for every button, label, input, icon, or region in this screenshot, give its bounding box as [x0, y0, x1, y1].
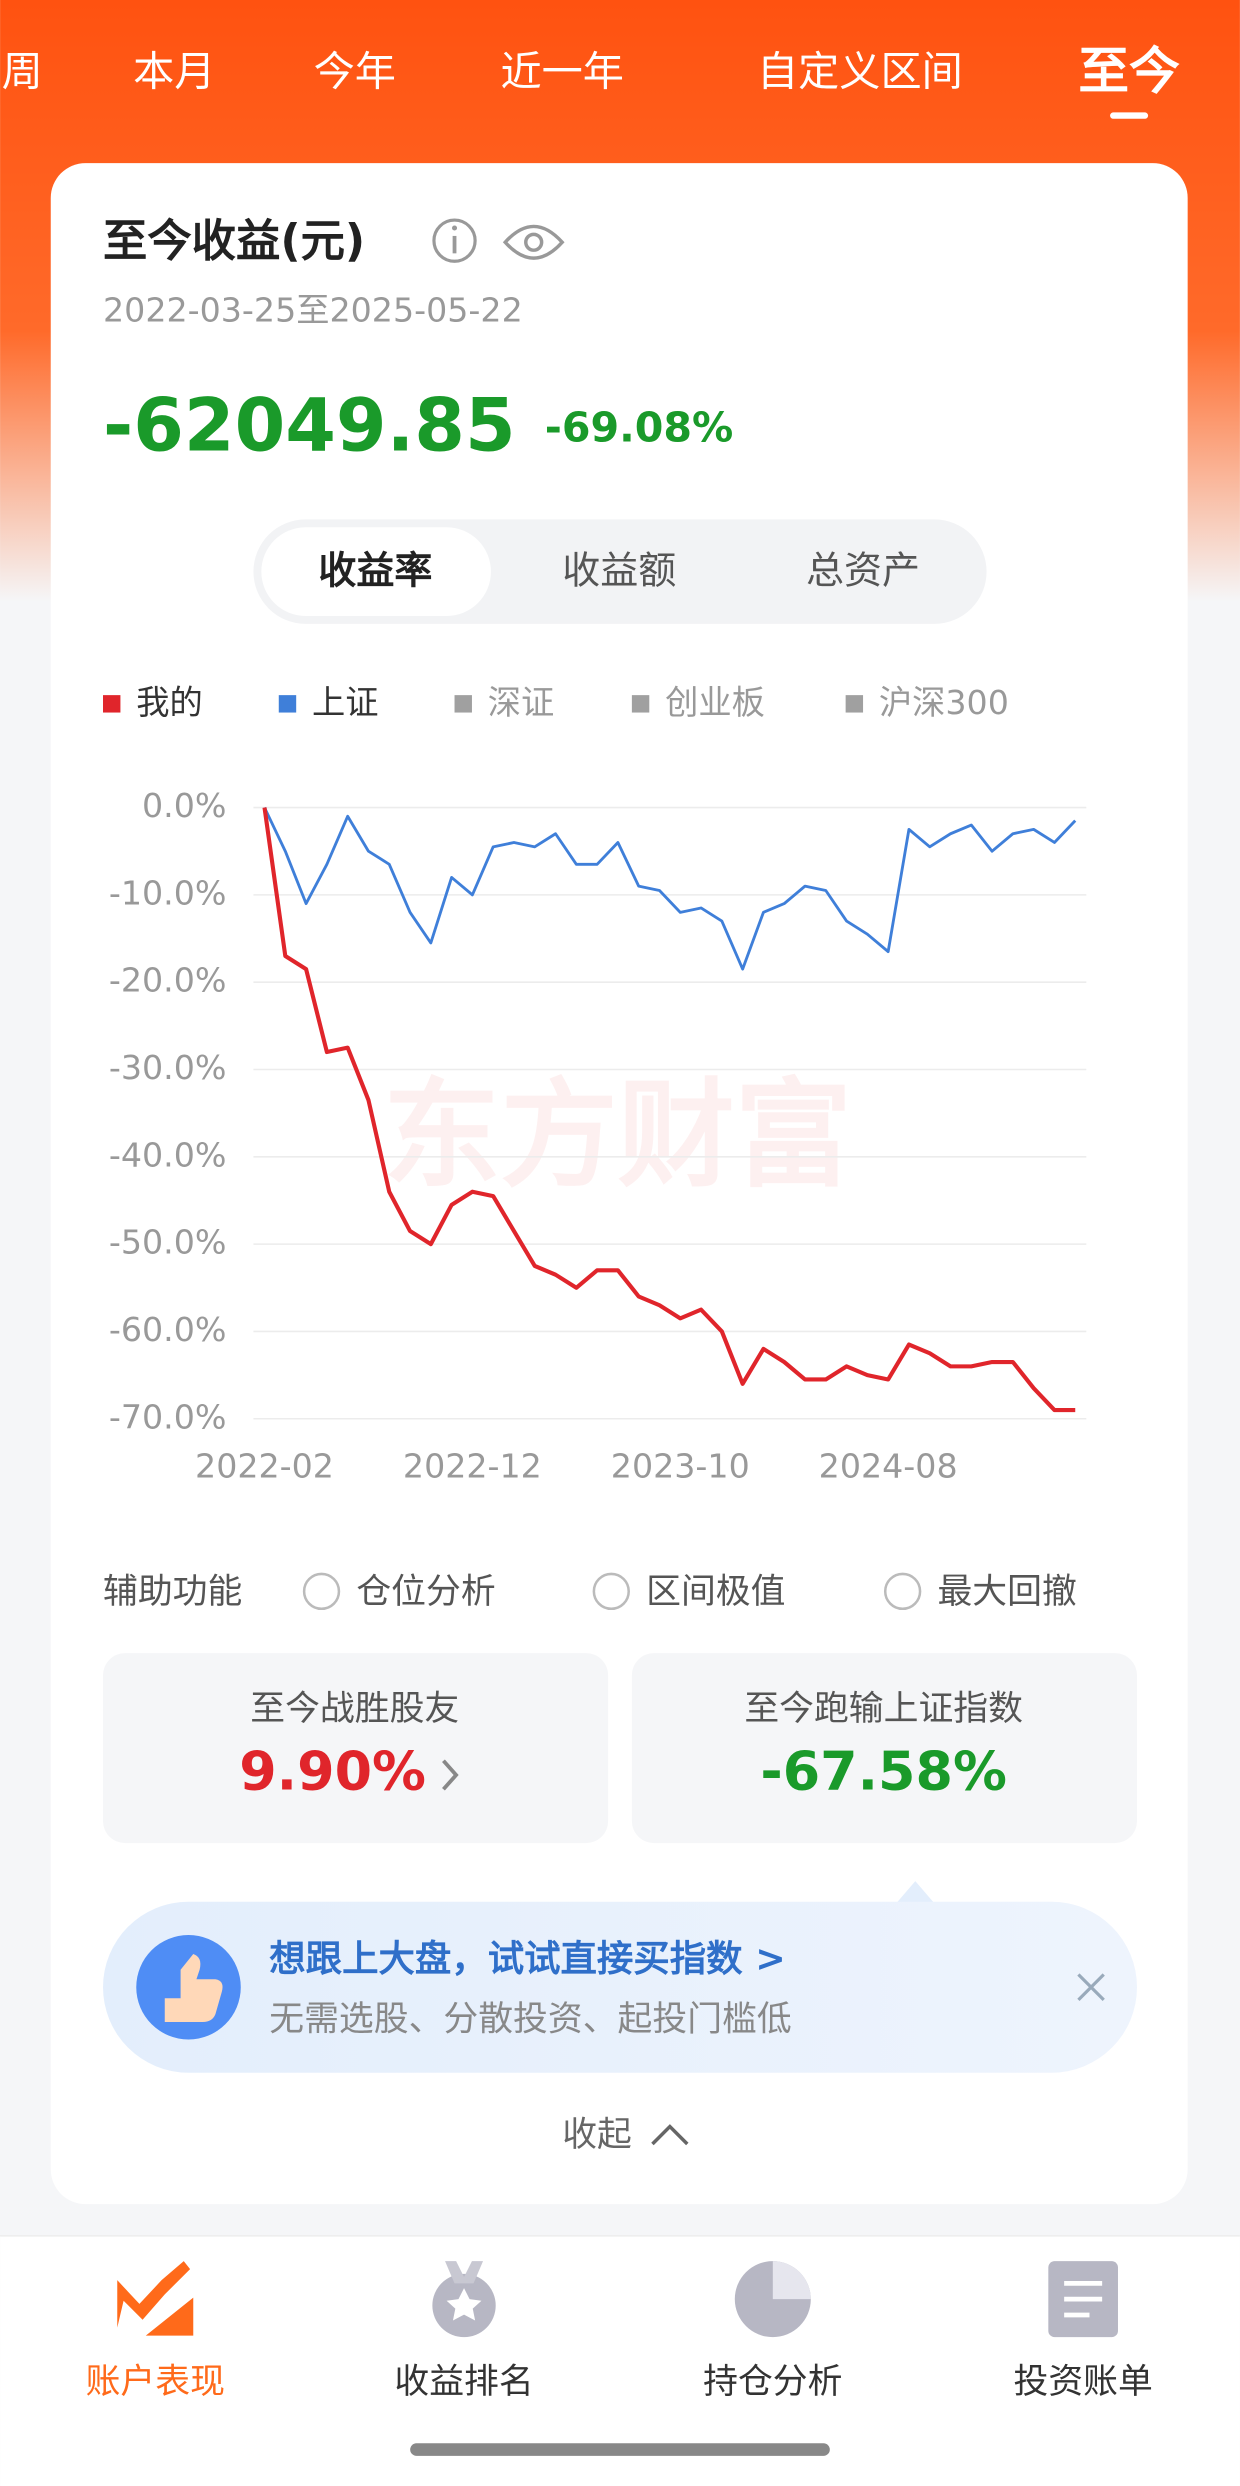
y-tick-label: -50.0% — [109, 1223, 227, 1262]
promo-subtitle: 无需选股、分散投资、起投门槛低 — [269, 1999, 791, 2039]
segment[interactable]: 收益率 — [318, 549, 432, 593]
x-tick-label: 2022-12 — [403, 1446, 542, 1485]
x-tick-label: 2023-10 — [611, 1446, 750, 1485]
watermark: 东方财富 — [383, 1066, 852, 1203]
legend-swatch[interactable] — [631, 695, 650, 713]
legend-label[interactable]: 我的 — [136, 683, 203, 722]
eye-pupil — [524, 232, 544, 252]
stat-label: 至今战胜股友 — [250, 1689, 459, 1729]
collapse[interactable]: 收起 — [562, 2115, 632, 2155]
nav-label[interactable]: 持仓分析 — [703, 2362, 842, 2402]
stat-box — [631, 1653, 1137, 1844]
tab[interactable]: 自定义区间 — [757, 47, 963, 95]
nav-icon-star — [446, 2288, 482, 2321]
y-tick-label: -10.0% — [109, 873, 227, 912]
aux-option[interactable]: 仓位分析 — [356, 1572, 495, 1612]
info-icon-dot — [451, 225, 458, 231]
legend-swatch[interactable] — [845, 695, 864, 713]
series-line — [262, 807, 1076, 1413]
promo-thumb — [164, 1953, 223, 2023]
nav-label[interactable]: 收益排名 — [394, 2362, 533, 2402]
tab[interactable]: 本月 — [133, 47, 215, 95]
stat-box[interactable] — [103, 1653, 609, 1844]
promo-banner[interactable] — [103, 1901, 1137, 2073]
tab-indicator — [1110, 112, 1149, 119]
y-tick-label: -20.0% — [109, 961, 227, 1000]
nav-icon-lines — [1064, 2280, 1103, 2318]
y-tick-label: -60.0% — [109, 1310, 227, 1349]
segment[interactable]: 总资产 — [806, 549, 920, 593]
info-icon[interactable] — [432, 218, 477, 263]
stat-value: 9.90% — [239, 1740, 426, 1803]
rate: -69.08% — [545, 404, 734, 452]
tab[interactable]: 至今 — [1078, 41, 1180, 100]
tab[interactable]: 周 — [2, 47, 43, 95]
segment-active — [261, 527, 491, 616]
nav-icon-slice — [772, 2261, 811, 2300]
nav-icon-ribbon — [445, 2261, 484, 2284]
y-tick-label: -40.0% — [109, 1135, 227, 1174]
legend-label[interactable]: 上证 — [312, 683, 379, 722]
close-icon[interactable] — [1077, 1973, 1105, 2002]
tab[interactable]: 近一年 — [500, 47, 623, 95]
radio[interactable] — [592, 1572, 630, 1611]
tab[interactable]: 今年 — [314, 47, 396, 95]
stat-value: -67.58% — [760, 1740, 1007, 1803]
promo-pointer — [896, 1881, 935, 1904]
nav-label[interactable]: 账户表现 — [86, 2362, 225, 2402]
promo-title[interactable]: 想跟上大盘，试试直接买指数 > — [269, 1937, 785, 1980]
radio[interactable] — [883, 1572, 922, 1611]
segment[interactable]: 收益额 — [562, 549, 676, 593]
nav-icon[interactable] — [117, 2261, 194, 2336]
chevron — [442, 1759, 459, 1791]
eye-icon[interactable] — [502, 224, 565, 260]
amount: -62049.85 — [103, 384, 516, 469]
aux-label: 辅助功能 — [103, 1572, 242, 1612]
legend-label[interactable]: 深证 — [488, 683, 555, 722]
x-tick-label: 2022-02 — [195, 1446, 334, 1485]
radio[interactable] — [302, 1572, 341, 1611]
y-tick-label: -30.0% — [109, 1048, 227, 1087]
home-indicator — [410, 2443, 830, 2456]
legend-swatch[interactable] — [454, 695, 472, 713]
series-line — [263, 806, 1077, 971]
legend-swatch[interactable] — [278, 695, 297, 713]
legend-swatch[interactable] — [103, 695, 121, 713]
y-tick-label: 0.0% — [142, 786, 226, 825]
y-tick-label: -70.0% — [109, 1397, 227, 1436]
date-range: 2022-03-25至2025-05-22 — [103, 290, 523, 329]
card-title: 至今收益(元) — [103, 216, 365, 267]
x-tick-label: 2024-08 — [819, 1446, 958, 1485]
nav-label[interactable]: 投资账单 — [1013, 2362, 1152, 2402]
collapse-icon[interactable] — [651, 2124, 689, 2146]
stat-label: 至今跑输上证指数 — [744, 1689, 1023, 1729]
legend-label[interactable]: 创业板 — [665, 683, 765, 722]
legend-label[interactable]: 沪深300 — [879, 683, 1009, 722]
aux-option[interactable]: 区间极值 — [646, 1572, 785, 1612]
aux-option[interactable]: 最大回撤 — [937, 1572, 1076, 1612]
